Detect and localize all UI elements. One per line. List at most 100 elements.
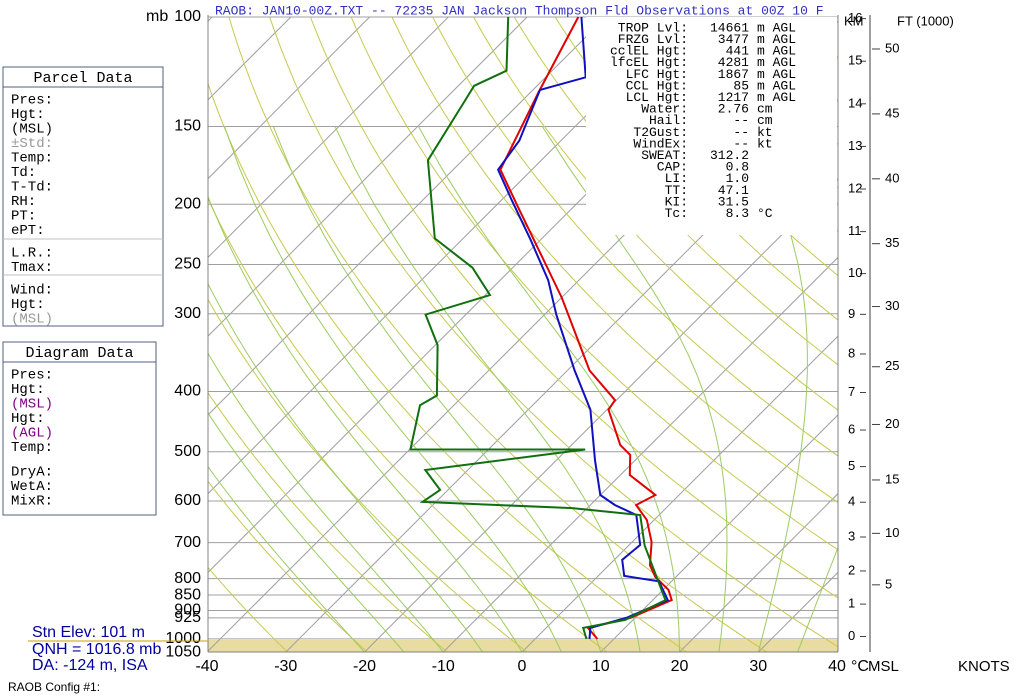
dry-adiabat <box>208 298 528 652</box>
stat-value: 0.8 <box>726 160 749 175</box>
pressure-tick-label: 400 <box>174 383 201 400</box>
dry-adiabat <box>208 480 368 652</box>
pressure-tick-label: 250 <box>174 256 201 273</box>
config-label: RAOB Config #1: <box>8 680 100 694</box>
panel-title: Diagram Data <box>25 345 133 362</box>
pressure-tick-label: 1050 <box>165 643 201 660</box>
panel-box <box>2 341 157 516</box>
pressure-tick-label: 900 <box>174 602 201 619</box>
moist-adiabat <box>418 126 680 652</box>
isotherm <box>364 177 838 652</box>
panel-field: L.R.: <box>11 246 53 262</box>
panel-field: ±Std: <box>11 136 53 152</box>
dry-adiabat <box>432 16 838 457</box>
isotherm <box>521 335 838 652</box>
moist-adiabat <box>334 126 641 652</box>
moist-adiabat <box>224 126 562 652</box>
stat-unit: cm <box>757 113 773 128</box>
temperature-tick-label: -20 <box>353 658 376 675</box>
temperature-tick-label: 10 <box>592 658 610 675</box>
pressure-tick-label: 600 <box>174 492 201 509</box>
moist-adiabat <box>208 412 405 652</box>
pressure-tick-label: 200 <box>174 195 201 212</box>
panel-field: Pres: <box>11 368 53 384</box>
km-tick-label: 11 <box>848 223 862 238</box>
stat-label: WindEx: <box>633 136 688 151</box>
stat-label: T2Gust: <box>633 125 688 140</box>
panel-title: Parcel Data <box>33 70 132 87</box>
panel-box <box>2 66 164 327</box>
moist-adiabat <box>208 465 365 652</box>
stat-label: Tc: <box>665 206 688 221</box>
stat-label: KI: <box>665 194 688 209</box>
panel-field: Tmax: <box>11 260 53 276</box>
panel-field: Hgt: <box>11 107 45 123</box>
panel-field: MixR: <box>11 494 53 510</box>
temperature-tick-label: -10 <box>432 658 455 675</box>
stat-unit: m AGL <box>757 67 796 82</box>
stat-label: LI: <box>665 171 688 186</box>
moist-adiabat <box>208 195 523 652</box>
km-tick-label: 12 <box>848 180 862 195</box>
panel-field: Temp: <box>11 440 53 456</box>
stat-label: LFC Hgt: <box>626 67 688 82</box>
dry-adiabat <box>309 16 838 599</box>
isotherm <box>208 16 449 259</box>
stat-value: -- <box>733 136 749 151</box>
stat-label: Water: <box>641 102 688 117</box>
stat-value: 1867 <box>718 67 749 82</box>
km-tick-label: 15 <box>848 53 862 68</box>
stat-value: -- <box>733 113 749 128</box>
dry-adiabat <box>350 16 838 551</box>
panel-field: RH: <box>11 194 36 210</box>
stat-value: 14661 <box>710 20 749 35</box>
panel-field: Temp: <box>11 151 53 167</box>
panel-field: Hgt: <box>11 411 45 427</box>
km-tick-label: 14 <box>848 95 862 110</box>
panel-field: WetA: <box>11 479 53 495</box>
stat-unit: kt <box>757 136 773 151</box>
panel-field: Pres: <box>11 93 53 109</box>
pressure-tick-label: 700 <box>174 534 201 551</box>
pressure-tick-label: 100 <box>174 8 201 25</box>
panel-field: ePT: <box>11 223 45 239</box>
stat-label: lfcEL Hgt: <box>610 55 688 70</box>
stat-label: TT: <box>665 183 688 198</box>
stat-value: 1.0 <box>726 171 749 186</box>
km-tick-label: 9 <box>848 306 855 321</box>
panel-field: Td: <box>11 165 36 181</box>
moist-adiabat <box>797 546 838 652</box>
isotherm <box>208 16 370 180</box>
stat-label: CAP: <box>657 160 688 175</box>
station-elevation: Stn Elev: 101 m <box>32 624 145 641</box>
dry-adiabat <box>208 197 608 652</box>
ft-tick-label: 50 <box>885 40 899 55</box>
stat-value: -- <box>733 125 749 140</box>
isotherm <box>600 414 838 652</box>
isotherm <box>208 16 685 495</box>
ft-tick-label: 40 <box>885 170 899 185</box>
ft-axis-title: FT (1000) <box>897 13 954 28</box>
stat-value: 1217 <box>718 90 749 105</box>
km-tick-label: 13 <box>848 138 862 153</box>
window-title: RAOB: JAN10-00Z.TXT -- 72235 JAN Jackson… <box>215 3 824 18</box>
stats-box <box>586 17 837 235</box>
ft-tick-label: 10 <box>885 525 899 540</box>
stat-unit: °C <box>757 206 773 221</box>
ft-tick-label: 15 <box>885 471 899 486</box>
isotherm <box>679 492 838 652</box>
stat-unit: m AGL <box>757 55 796 70</box>
stat-label: CCL Hgt: <box>626 78 688 93</box>
stat-unit: m AGL <box>757 44 796 59</box>
panel-field: T-Td: <box>11 180 53 196</box>
stat-unit: m AGL <box>757 20 796 35</box>
ft-tick-label: 35 <box>885 235 899 250</box>
stat-value: 47.1 <box>718 183 749 198</box>
temperature-tick-label: -30 <box>274 658 297 675</box>
km-tick-label: 16 <box>848 10 862 25</box>
dry-adiabat <box>473 16 838 411</box>
panel-field: (MSL) <box>11 312 53 328</box>
dry-adiabat <box>208 82 688 652</box>
isotherm <box>442 256 838 652</box>
